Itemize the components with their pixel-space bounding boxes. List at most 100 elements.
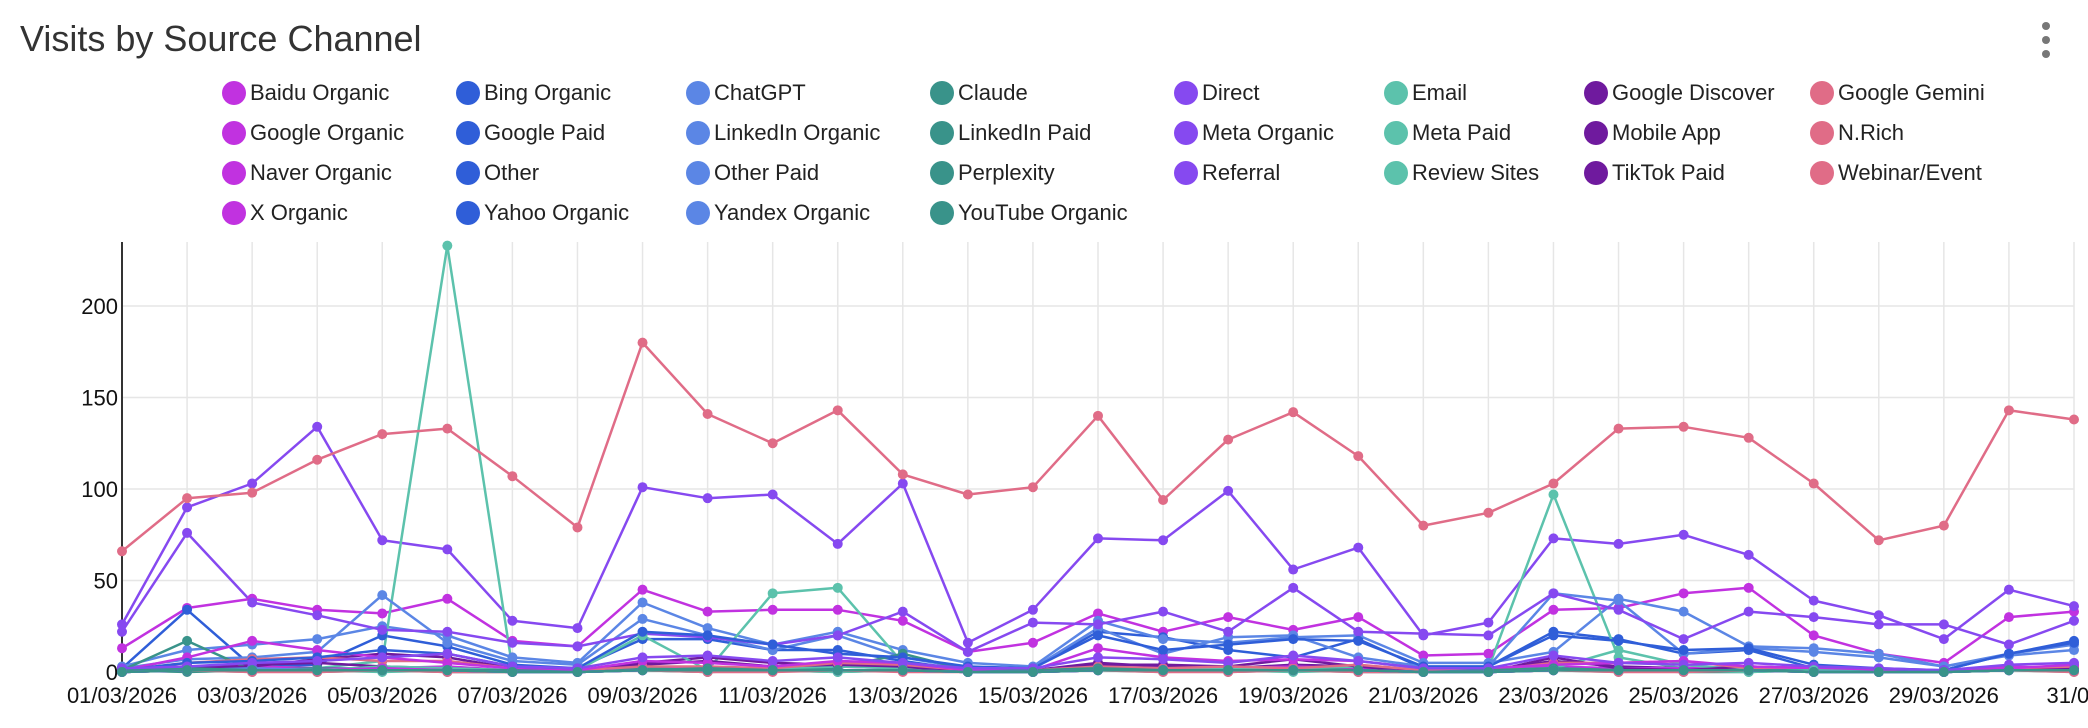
legend-item[interactable]: Google Gemini — [1810, 78, 1985, 108]
data-point — [1548, 665, 1559, 676]
legend-label: Yahoo Organic — [484, 200, 630, 225]
more-vertical-icon[interactable] — [2034, 20, 2058, 60]
x-tick-label: 01/03/2026 — [67, 683, 177, 708]
data-point — [572, 623, 583, 634]
data-point — [1808, 612, 1819, 623]
legend-item[interactable]: Yandex Organic — [686, 198, 870, 228]
legend-item[interactable]: Referral — [1174, 158, 1280, 188]
legend-label: YouTube Organic — [958, 200, 1128, 225]
legend-label: Yandex Organic — [714, 200, 871, 225]
data-point — [572, 522, 583, 533]
legend-item[interactable]: YouTube Organic — [930, 198, 1128, 228]
legend-item[interactable]: Google Discover — [1584, 78, 1775, 108]
data-point — [1223, 626, 1234, 637]
legend-label: Review Sites — [1412, 160, 1540, 185]
legend-item[interactable]: Other — [456, 158, 539, 188]
legend-swatch — [456, 81, 480, 105]
data-point — [1353, 656, 1364, 667]
data-point — [1548, 650, 1559, 661]
legend-item[interactable]: LinkedIn Paid — [930, 118, 1091, 148]
data-point — [1353, 635, 1364, 646]
legend-label: Baidu Organic — [250, 80, 390, 105]
legend-swatch — [686, 161, 710, 185]
data-point — [637, 665, 648, 676]
legend-item[interactable]: Bing Organic — [456, 78, 611, 108]
data-point — [702, 606, 713, 617]
legend-item[interactable]: ChatGPT — [686, 78, 806, 108]
legend-swatch — [222, 201, 246, 225]
legend-item[interactable]: LinkedIn Organic — [686, 118, 880, 148]
data-point — [702, 623, 713, 634]
data-point — [1548, 630, 1559, 641]
data-point — [1938, 667, 1949, 677]
data-point — [442, 657, 453, 668]
legend-item[interactable]: Meta Paid — [1384, 118, 1511, 148]
data-point — [962, 489, 973, 500]
data-point — [897, 469, 908, 480]
legend-item[interactable]: Webinar/Event — [1810, 158, 1982, 188]
data-point — [1353, 451, 1364, 462]
data-point — [1743, 606, 1754, 617]
data-point — [637, 652, 648, 663]
data-point — [312, 645, 323, 656]
data-point — [897, 478, 908, 489]
legend-item[interactable]: Google Organic — [222, 118, 404, 148]
data-point — [1873, 619, 1884, 630]
legend-item[interactable]: TikTok Paid — [1584, 158, 1725, 188]
data-point — [1288, 564, 1299, 575]
legend-label: Naver Organic — [250, 160, 392, 185]
legend-item[interactable]: Email — [1384, 78, 1467, 108]
x-tick-label: 19/03/2026 — [1238, 683, 1348, 708]
legend-item[interactable]: Claude — [930, 78, 1028, 108]
data-point — [312, 634, 323, 645]
data-point — [442, 593, 453, 604]
data-point — [1093, 665, 1103, 676]
menu-dot — [2042, 22, 2050, 30]
data-point — [2069, 637, 2079, 648]
legend-item[interactable]: Direct — [1174, 78, 1259, 108]
legend-swatch — [686, 121, 710, 145]
data-point — [1483, 617, 1494, 628]
data-point — [572, 641, 583, 652]
legend-item[interactable]: N.Rich — [1810, 118, 1904, 148]
data-point — [377, 535, 388, 546]
data-point — [1093, 643, 1103, 654]
data-point — [182, 493, 193, 504]
data-point — [2003, 612, 2014, 623]
legend-item[interactable]: Meta Organic — [1174, 118, 1334, 148]
menu-dot — [2042, 36, 2050, 44]
data-point — [637, 584, 648, 595]
legend-swatch — [222, 81, 246, 105]
data-point — [442, 665, 453, 676]
data-point — [1223, 639, 1234, 650]
legend-item[interactable]: Review Sites — [1384, 158, 1539, 188]
legend-swatch — [686, 81, 710, 105]
legend-item[interactable]: Baidu Organic — [222, 78, 389, 108]
legend-item[interactable]: Yahoo Organic — [456, 198, 629, 228]
data-point — [1483, 507, 1494, 518]
data-point — [1808, 595, 1819, 606]
data-point — [1678, 588, 1689, 599]
legend-item[interactable]: Other Paid — [686, 158, 819, 188]
legend-label: LinkedIn Paid — [958, 120, 1092, 145]
chart-title: Visits by Source Channel — [20, 18, 422, 59]
x-tick-label: 17/03/2026 — [1108, 683, 1218, 708]
legend-swatch — [1810, 121, 1834, 145]
data-point — [637, 626, 648, 637]
legend-item[interactable]: Google Paid — [456, 118, 605, 148]
legend-item[interactable]: X Organic — [222, 198, 348, 228]
data-point — [377, 590, 388, 601]
legend-label: Bing Organic — [484, 80, 612, 105]
legend-label: Other Paid — [714, 160, 820, 185]
legend-item[interactable]: Mobile App — [1584, 118, 1721, 148]
data-point — [182, 604, 193, 615]
data-point — [1613, 423, 1624, 434]
data-point — [1808, 630, 1819, 641]
legend-item[interactable]: Naver Organic — [222, 158, 392, 188]
data-point — [637, 482, 648, 493]
data-point — [1483, 667, 1494, 677]
legend-item[interactable]: Perplexity — [930, 158, 1055, 188]
data-point — [182, 665, 193, 676]
legend-label: Webinar/Event — [1838, 160, 1982, 185]
data-point — [247, 597, 258, 608]
